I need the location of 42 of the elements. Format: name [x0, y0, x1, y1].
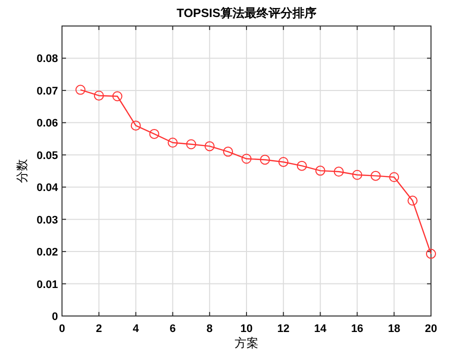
- point: [352, 170, 362, 180]
- point: [242, 154, 252, 164]
- point: [75, 84, 86, 95]
- point: [315, 166, 326, 176]
- x-tick-label: 20: [424, 323, 438, 335]
- point: [296, 160, 307, 171]
- x-tick-label: 14: [314, 323, 328, 335]
- x-tick-label: 16: [351, 323, 364, 335]
- x-axis-title: 方案: [234, 336, 258, 350]
- y-tick-label: 0: [52, 311, 58, 323]
- y-axis-title: 分数: [15, 159, 29, 183]
- x-tick-label: 10: [240, 323, 253, 335]
- y-tick-label: 0.03: [36, 214, 58, 226]
- point: [334, 166, 344, 177]
- point: [94, 90, 104, 101]
- y-tick-label: 0.04: [36, 182, 59, 194]
- y-tick-label: 0.07: [36, 85, 58, 98]
- point: [408, 196, 418, 206]
- y-tick-label: 0.08: [36, 53, 58, 66]
- point: [260, 154, 270, 165]
- point: [278, 156, 288, 167]
- chart-title: TOPSIS算法最终评分排序: [176, 6, 316, 20]
- point: [426, 248, 436, 259]
- x-tick-label: 8: [206, 323, 213, 335]
- y-tick-label: 0.02: [36, 246, 58, 259]
- x-tick-label: 4: [132, 323, 140, 335]
- y-tick-label: 0.06: [36, 118, 58, 130]
- x-tick-label: 2: [96, 323, 102, 335]
- point: [223, 146, 234, 157]
- point: [370, 170, 381, 181]
- x-tick-label: 18: [388, 323, 400, 335]
- x-tick-label: 12: [277, 323, 290, 335]
- point: [389, 172, 400, 182]
- point: [130, 120, 141, 131]
- y-tick-label: 0.05: [36, 150, 58, 162]
- point: [186, 139, 196, 150]
- point: [112, 91, 122, 102]
- point: [204, 141, 215, 152]
- point: [149, 128, 160, 139]
- point: [168, 138, 178, 148]
- x-tick-label: 6: [170, 323, 176, 335]
- y-tick-label: 0.01: [36, 278, 58, 291]
